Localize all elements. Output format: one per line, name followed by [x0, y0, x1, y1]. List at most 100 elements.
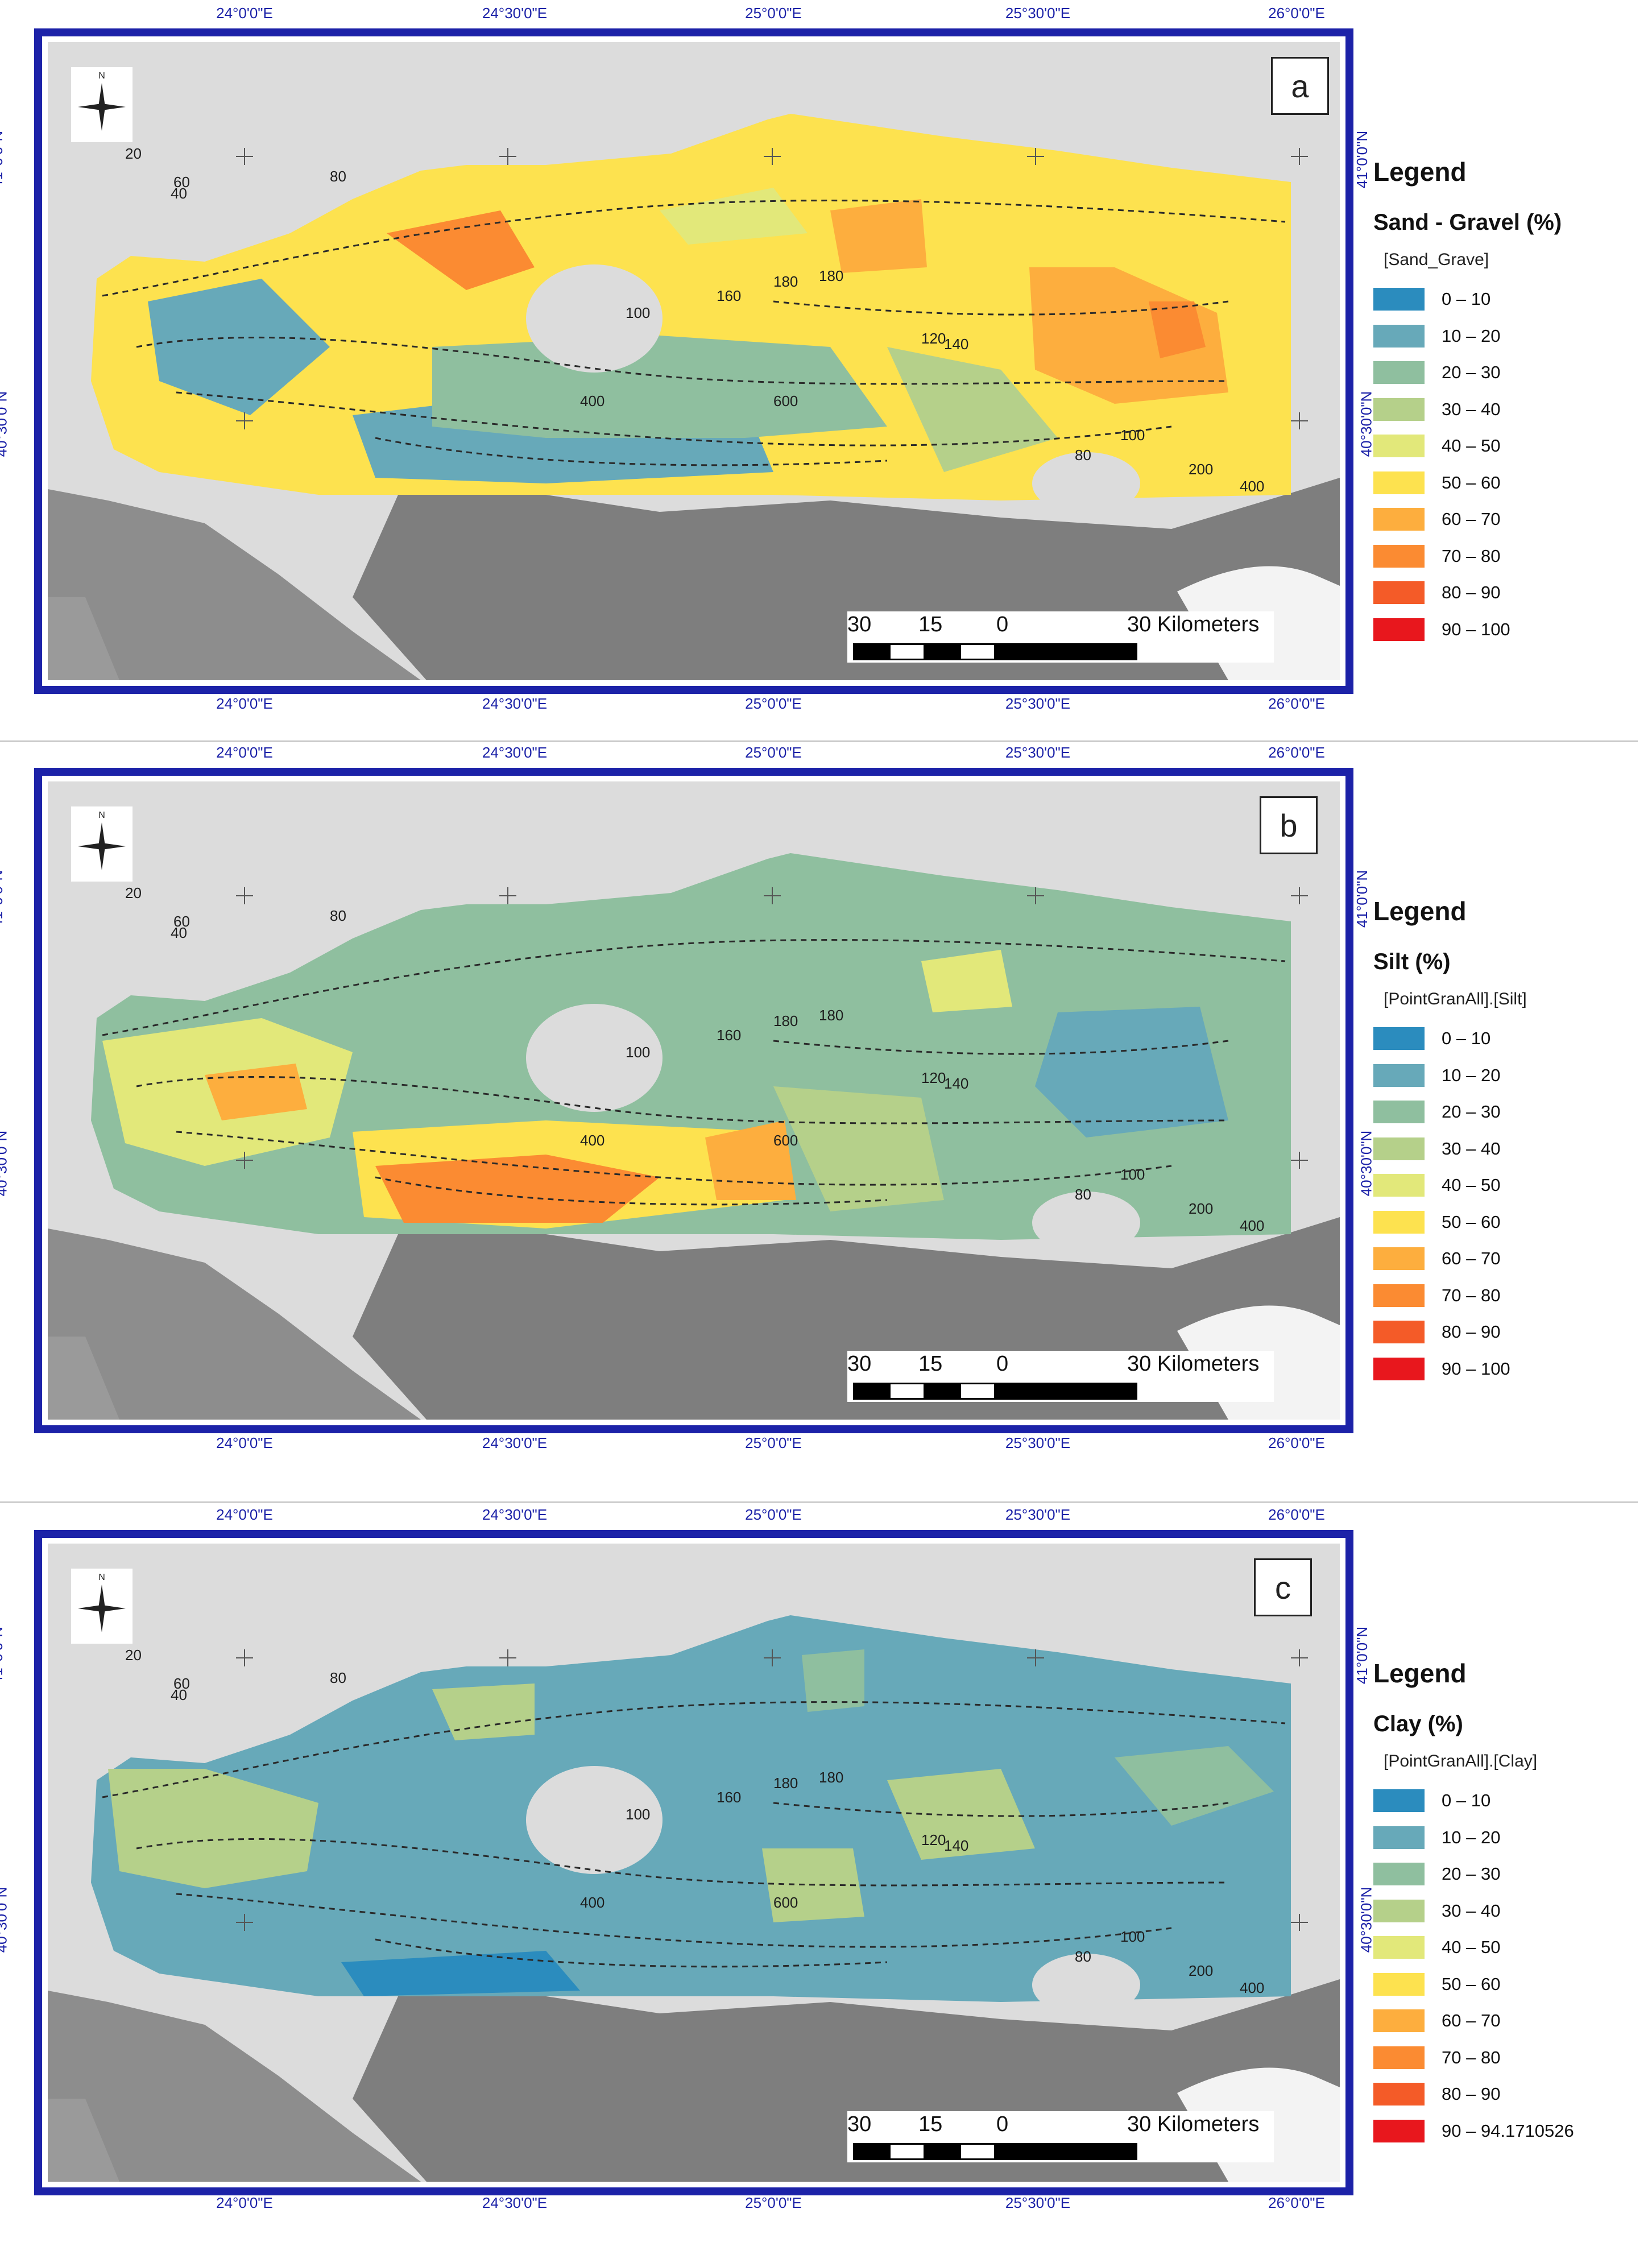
legend-item: 40 – 50	[1373, 1167, 1646, 1204]
contour-label: 80	[330, 168, 346, 185]
lon-label-bottom: 24°0'0"E	[216, 2194, 273, 2211]
legend-item: 70 – 80	[1373, 2040, 1646, 2076]
contour-label: 180	[773, 273, 798, 290]
scale-end-label: 30 Kilometers	[1127, 1352, 1260, 1376]
contour-label: 400	[1240, 1217, 1265, 1234]
lat-label-left: 40°30'0"N	[0, 391, 10, 457]
lat-label-left: 40°30'0"N	[0, 1887, 10, 1953]
legend-item: 0 – 10	[1373, 1020, 1646, 1057]
contour-label: 80	[1075, 1186, 1091, 1203]
legend-item: 40 – 50	[1373, 1929, 1646, 1966]
contour-label: 180	[773, 1012, 798, 1029]
contour-label: 20	[125, 1647, 142, 1664]
lon-label-top: 24°0'0"E	[216, 744, 273, 761]
lon-label-bottom: 25°0'0"E	[745, 695, 802, 712]
map-frame	[34, 28, 1353, 694]
contour-label: 40	[171, 185, 187, 202]
lon-label-top: 25°0'0"E	[745, 5, 802, 22]
lon-label-top: 24°30'0"E	[482, 1506, 548, 1523]
lon-label-top: 26°0'0"E	[1268, 5, 1325, 22]
panel-label-b: b	[1260, 796, 1318, 854]
legend-item: 0 – 10	[1373, 281, 1646, 318]
legend-item: 90 – 100	[1373, 611, 1646, 648]
legend-item: 70 – 80	[1373, 538, 1646, 575]
contour-label: 20	[125, 884, 142, 901]
legend-item: 20 – 30	[1373, 1856, 1646, 1893]
contour-label: 180	[819, 1769, 844, 1786]
legend-item: 60 – 70	[1373, 2003, 1646, 2040]
contour-label: 400	[580, 392, 605, 409]
legend-item: 50 – 60	[1373, 465, 1646, 502]
lon-label-top: 24°0'0"E	[216, 1506, 273, 1523]
scale-end-label: 30 Kilometers	[1127, 2112, 1260, 2136]
contour-label: 60	[173, 913, 190, 930]
contour-label: 200	[1189, 1200, 1214, 1217]
scale-end-label: 30 Kilometers	[1127, 613, 1260, 636]
legend-list: 0 – 10 10 – 20 20 – 30 30 – 40 40 – 50 5…	[1373, 1020, 1646, 1387]
contour-label: 100	[626, 1806, 651, 1823]
legend-item: 10 – 20	[1373, 1057, 1646, 1094]
legend-item: 90 – 100	[1373, 1351, 1646, 1388]
contour-label: 180	[819, 267, 844, 284]
scale-bar: 30 15 0 30 Kilometers	[847, 1351, 1274, 1402]
lon-label-bottom: 25°0'0"E	[745, 2194, 802, 2211]
contour-label: 400	[1240, 1979, 1265, 1996]
lat-label-right: 40°30'0"N	[1357, 1130, 1375, 1197]
map-panel-c: 24°0'0"E 24°30'0"E 25°0'0"E 25°30'0"E 26…	[0, 1501, 1652, 2242]
lon-label-top: 24°30'0"E	[482, 744, 548, 761]
panel-label-a: a	[1271, 57, 1329, 115]
contour-label: 80	[330, 1669, 346, 1686]
legend-item: 80 – 90	[1373, 2076, 1646, 2113]
north-arrow-icon: N	[71, 67, 133, 142]
lon-label-top: 25°30'0"E	[1005, 744, 1071, 761]
lon-label-top: 25°30'0"E	[1005, 5, 1071, 22]
legend-item: 60 – 70	[1373, 1240, 1646, 1277]
lat-label-left: 41°0'0"N	[0, 130, 6, 189]
lat-label-right: 41°0'0"N	[1353, 130, 1371, 189]
contour-label: 400	[1240, 478, 1265, 495]
contour-label: 120	[921, 1069, 946, 1086]
contour-label: 600	[773, 1132, 798, 1149]
contour-label: 100	[1120, 427, 1145, 444]
legend-item: 10 – 20	[1373, 1819, 1646, 1856]
lon-label-top: 25°0'0"E	[745, 744, 802, 761]
map-frame	[34, 1530, 1353, 2195]
lat-label-right: 41°0'0"N	[1353, 1626, 1371, 1685]
lon-label-top: 26°0'0"E	[1268, 1506, 1325, 1523]
contour-label: 80	[1075, 1948, 1091, 1965]
lon-label-bottom: 26°0'0"E	[1268, 695, 1325, 712]
contour-label: 40	[171, 1686, 187, 1703]
panel-divider	[0, 741, 1638, 742]
panel-divider	[0, 1501, 1638, 1503]
legend-item: 50 – 60	[1373, 1204, 1646, 1241]
contour-label: 600	[773, 392, 798, 409]
lon-label-bottom: 25°30'0"E	[1005, 1434, 1071, 1451]
lon-label-bottom: 25°0'0"E	[745, 1434, 802, 1451]
legend-item: 30 – 40	[1373, 1893, 1646, 1930]
lon-label-bottom: 25°30'0"E	[1005, 695, 1071, 712]
legend-item: 20 – 30	[1373, 354, 1646, 391]
lon-label-bottom: 25°30'0"E	[1005, 2194, 1071, 2211]
contour-label: 600	[773, 1894, 798, 1911]
contour-label: 40	[171, 924, 187, 941]
lon-label-bottom: 24°30'0"E	[482, 1434, 548, 1451]
contour-label: 120	[921, 1831, 946, 1848]
legend-list: 0 – 10 10 – 20 20 – 30 30 – 40 40 – 50 5…	[1373, 281, 1646, 648]
contour-label: 400	[580, 1132, 605, 1149]
contour-label: 80	[330, 907, 346, 924]
lon-label-top: 24°30'0"E	[482, 5, 548, 22]
contour-label: 160	[717, 287, 742, 304]
contour-label: 140	[944, 1837, 969, 1854]
lon-label-top: 25°30'0"E	[1005, 1506, 1071, 1523]
contour-label: 120	[921, 330, 946, 347]
svg-text:N: N	[98, 810, 105, 820]
contour-label: 400	[580, 1894, 605, 1911]
lat-label-left: 40°30'0"N	[0, 1130, 10, 1197]
legend-item: 70 – 80	[1373, 1277, 1646, 1314]
lon-label-bottom: 26°0'0"E	[1268, 1434, 1325, 1451]
contour-label: 80	[1075, 446, 1091, 464]
contour-label: 140	[944, 336, 969, 353]
legend-item: 30 – 40	[1373, 391, 1646, 428]
lon-label-top: 25°0'0"E	[745, 1506, 802, 1523]
north-arrow-icon: N	[71, 1569, 133, 1644]
